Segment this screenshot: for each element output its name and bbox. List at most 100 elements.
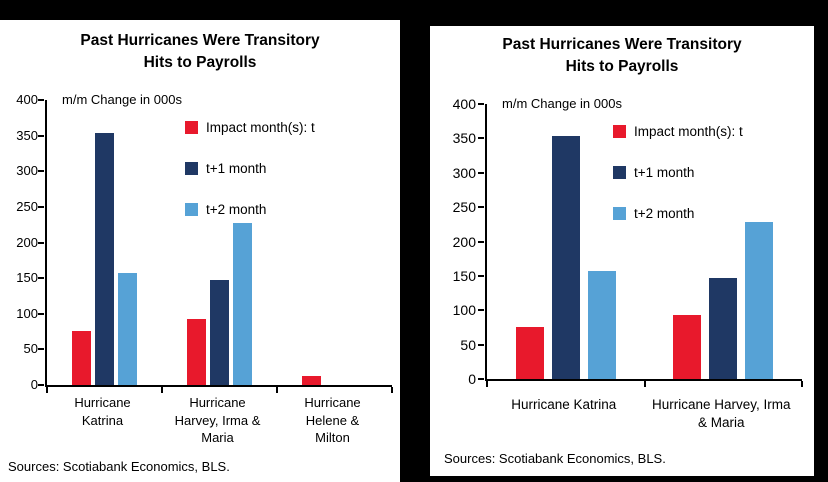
y-tick-mark: [38, 205, 44, 208]
y-tick-mark: [478, 378, 484, 380]
bar: [673, 315, 702, 379]
x-axis-labels: Hurricane Katrina Hurricane Harvey, Irma …: [45, 394, 390, 447]
bar-group: [277, 100, 392, 385]
x-category-label: Hurricane Helene & Milton: [304, 395, 361, 446]
y-tick-mark: [38, 312, 44, 315]
bar-groups: [47, 100, 392, 385]
y-tick-mark: [478, 171, 484, 174]
bar: [515, 326, 544, 379]
y-tick-mark: [478, 103, 484, 105]
y-tick-mark: [38, 99, 44, 101]
y-tick-mark: [38, 348, 44, 351]
y-tick-label: 50: [460, 336, 476, 353]
legend-label: Impact month(s): t: [634, 124, 743, 139]
y-tick-mark: [38, 241, 44, 244]
legend-label: t+1 month: [634, 165, 695, 180]
bar: [587, 271, 616, 379]
right-chart-panel: Past Hurricanes Were Transitory Hits to …: [430, 26, 814, 476]
y-tick-label: 350: [16, 127, 38, 143]
y-tick-mark: [38, 384, 44, 386]
legend-swatch: [185, 162, 198, 175]
y-tick-mark: [478, 309, 484, 312]
left-chart-panel: Past Hurricanes Were Transitory Hits to …: [0, 20, 400, 482]
bar: [118, 273, 137, 385]
y-tick-label: 200: [452, 233, 476, 250]
x-category-label: Hurricane Katrina: [511, 397, 617, 412]
x-category-label: Hurricane Harvey, Irma & Maria: [174, 395, 261, 446]
y-axis: 0 50 100 150 200 250 300 350 400: [0, 92, 38, 392]
bar-group: [162, 100, 277, 385]
y-tick-label: 150: [452, 267, 476, 284]
y-tick-mark: [478, 274, 484, 277]
legend: Impact month(s): t t+1 month t+2 month: [613, 124, 743, 221]
bar: [210, 280, 229, 385]
x-axis-labels: Hurricane Katrina Hurricane Harvey, Irma …: [485, 396, 800, 432]
y-axis-note: m/m Change in 000s: [62, 92, 182, 107]
bar: [95, 132, 114, 385]
plot-area: Impact month(s): t t+1 month t+2 month: [478, 103, 803, 387]
source-note: Sources: Scotiabank Economics, BLS.: [8, 459, 230, 474]
y-tick-label: 50: [23, 341, 38, 357]
y-tick-label: 300: [452, 164, 476, 181]
bar: [187, 318, 206, 385]
legend-item: t+2 month: [185, 202, 315, 217]
legend-label: t+2 month: [206, 202, 267, 217]
x-tick-mark: [801, 381, 803, 387]
bar: [233, 222, 252, 385]
legend-swatch: [185, 121, 198, 134]
legend-swatch: [613, 125, 626, 138]
x-category-label: Hurricane Katrina: [74, 395, 131, 428]
y-tick-mark: [478, 137, 484, 140]
chart-title: Past Hurricanes Were Transitory Hits to …: [430, 34, 814, 79]
y-tick-label: 0: [30, 377, 38, 392]
bar: [72, 330, 91, 385]
y-tick-mark: [478, 206, 484, 209]
legend-item: t+1 month: [185, 161, 315, 176]
bar-group: [487, 104, 645, 379]
legend-swatch: [613, 166, 626, 179]
chart-title-line2: Hits to Payrolls: [565, 58, 679, 76]
y-tick-label: 100: [16, 305, 38, 321]
y-tick-label: 0: [468, 371, 476, 387]
bar-group: [645, 104, 803, 379]
x-tick-mark: [486, 381, 488, 387]
legend-item: t+1 month: [613, 165, 743, 180]
x-tick-mark: [391, 387, 393, 393]
y-tick-label: 200: [16, 234, 38, 250]
legend-label: Impact month(s): t: [206, 120, 315, 135]
legend-item: Impact month(s): t: [185, 120, 315, 135]
y-tick-label: 250: [452, 199, 476, 216]
x-tick-mark: [46, 387, 48, 393]
y-tick-mark: [38, 277, 44, 280]
x-tick-mark: [643, 381, 646, 387]
source-note: Sources: Scotiabank Economics, BLS.: [444, 451, 666, 466]
legend-item: Impact month(s): t: [613, 124, 743, 139]
legend-swatch: [185, 203, 198, 216]
chart-title-line2: Hits to Payrolls: [143, 54, 257, 72]
y-tick-mark: [38, 170, 44, 173]
bar: [302, 375, 321, 385]
y-axis: 0 50 100 150 200 250 300 350 400: [430, 96, 476, 387]
y-tick-label: 400: [452, 96, 476, 112]
bar-groups: [487, 104, 802, 379]
legend-item: t+2 month: [613, 206, 743, 221]
y-tick-mark: [478, 240, 484, 243]
x-tick-mark: [276, 387, 278, 393]
y-tick-label: 250: [16, 198, 38, 214]
plot-area: Impact month(s): t t+1 month t+2 month: [38, 99, 393, 393]
chart-title: Past Hurricanes Were Transitory Hits to …: [0, 30, 400, 75]
y-tick-label: 150: [16, 270, 38, 286]
y-tick-label: 300: [16, 163, 38, 179]
x-category-label: Hurricane Harvey, Irma & Maria: [651, 397, 791, 431]
y-tick-mark: [478, 343, 484, 346]
y-tick-label: 100: [452, 302, 476, 319]
bar: [745, 222, 774, 379]
bar: [709, 277, 738, 379]
y-axis-note: m/m Change in 000s: [502, 96, 622, 111]
legend-label: t+2 month: [634, 206, 695, 221]
y-tick-label: 400: [16, 92, 38, 107]
bar-group: [47, 100, 162, 385]
chart-title-line1: Past Hurricanes Were Transitory: [80, 32, 320, 49]
bar: [551, 135, 580, 379]
chart-title-line1: Past Hurricanes Were Transitory: [502, 36, 742, 53]
